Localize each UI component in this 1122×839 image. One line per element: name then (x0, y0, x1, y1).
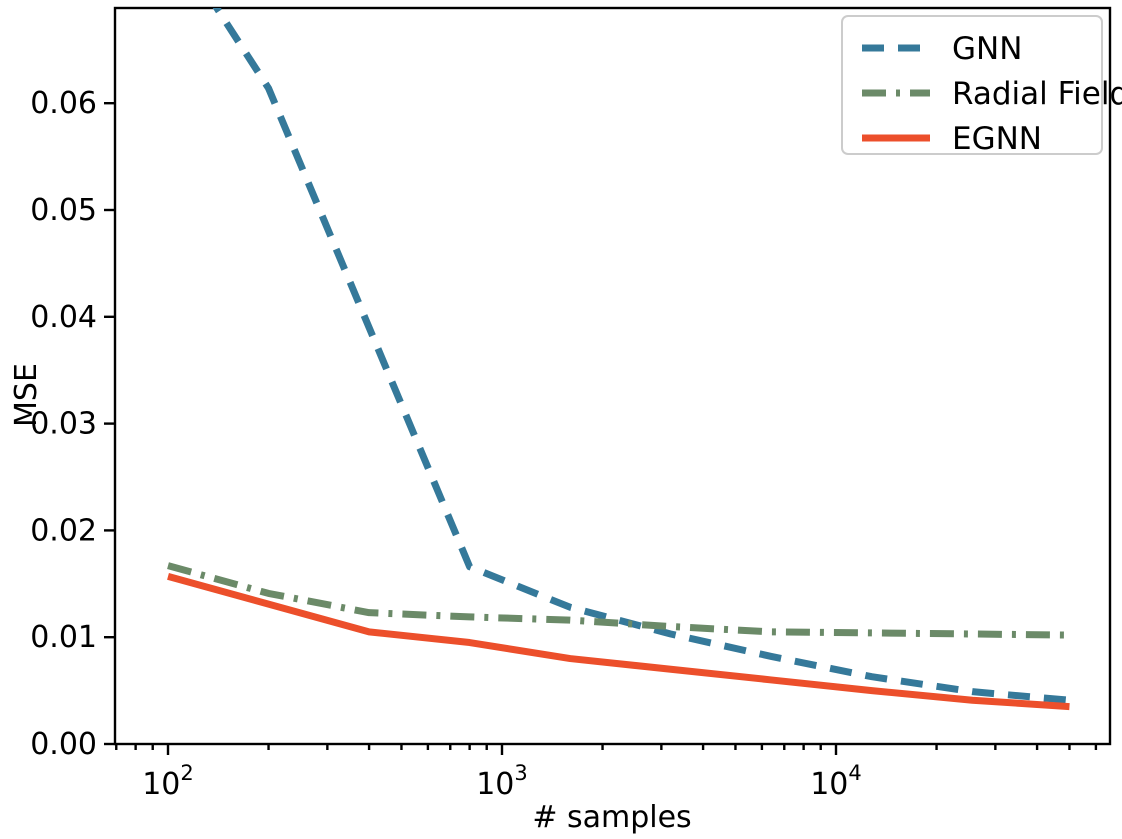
series-line-radial-field (167, 562, 1070, 639)
legend-items: GNN Radial Field EGNN (862, 31, 1122, 157)
x-tick-label: 104 (810, 761, 862, 802)
legend-label-radial-field: Radial Field (952, 76, 1122, 112)
x-tick-label: 102 (142, 761, 194, 802)
y-axis-title: MSE (9, 363, 44, 427)
y-tick-label: 0.00 (30, 727, 97, 762)
y-tick-label: 0.05 (30, 193, 97, 228)
y-tick-labels: 0.00 0.01 0.02 0.03 0.04 0.05 0.06 (30, 86, 97, 762)
y-tick-label: 0.04 (30, 300, 97, 335)
legend-label-gnn: GNN (952, 31, 1022, 67)
y-tick-label: 0.02 (30, 513, 97, 548)
y-tick-label: 0.03 (30, 407, 97, 442)
legend-label-egnn: EGNN (952, 121, 1042, 157)
series-line-egnn (167, 572, 1070, 711)
x-tick-labels: 102 103 104 (142, 761, 862, 802)
x-axis-title: # samples (532, 800, 691, 835)
y-tick-marks (104, 101, 115, 746)
x-tick-marks (115, 744, 1098, 755)
x-tick-label: 103 (476, 761, 528, 802)
data-series-group (167, 8, 1070, 711)
y-tick-label: 0.06 (30, 86, 97, 121)
series-line-gnn (212, 8, 1070, 704)
y-tick-label: 0.01 (30, 620, 97, 655)
legend[interactable]: GNN Radial Field EGNN (841, 15, 1122, 157)
